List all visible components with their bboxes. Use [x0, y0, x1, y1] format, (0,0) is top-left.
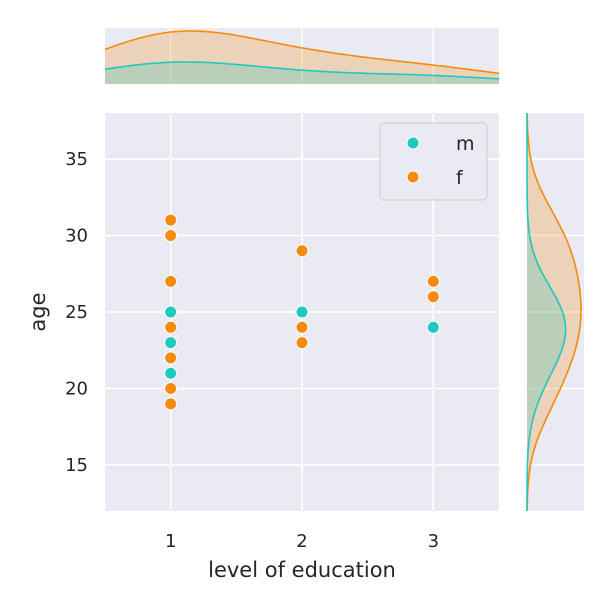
right-kde-fill-m: [527, 113, 566, 511]
marginal-top-panel: [104, 28, 500, 84]
point-m: [426, 320, 440, 334]
point-f: [426, 274, 440, 288]
point-f: [164, 382, 178, 396]
x-axis-label: level of education: [208, 558, 396, 582]
point-f: [164, 351, 178, 365]
y-tick-label: 20: [65, 379, 88, 400]
legend-marker-m: [406, 136, 420, 150]
point-f: [426, 290, 440, 304]
marginal-right-panel: [526, 113, 584, 511]
point-f: [164, 274, 178, 288]
marginal-top-gridlines: [169, 28, 435, 84]
scatter-points: [164, 213, 440, 411]
legend-label-m: m: [456, 133, 475, 155]
marginal-right-gridlines: [527, 158, 584, 466]
point-f: [295, 320, 309, 334]
top-kde-fill-f: [105, 31, 499, 84]
y-axis-label: age: [26, 292, 50, 331]
legend-label-f: f: [456, 167, 464, 189]
right-kde-line-m: [526, 113, 567, 511]
point-f: [164, 213, 178, 227]
legend: m f: [379, 122, 488, 201]
point-f: [295, 244, 309, 258]
right-kde-fill-f: [527, 113, 581, 511]
x-tick-labels: 1 2 3: [165, 531, 439, 552]
marginal-right-kde: [526, 113, 582, 511]
point-f: [295, 336, 309, 350]
point-m: [164, 305, 178, 319]
marginal-top-kde: [104, 30, 500, 84]
point-f: [164, 320, 178, 334]
top-kde-line-m: [104, 61, 500, 80]
y-tick-labels: 15 20 25 30 35: [65, 149, 88, 476]
y-tick-label: 35: [65, 149, 88, 170]
x-tick-label: 1: [165, 531, 176, 552]
point-m: [295, 305, 309, 319]
point-m: [164, 366, 178, 380]
top-kde-fill-m: [105, 62, 499, 84]
point-m: [164, 336, 178, 350]
y-tick-label: 30: [65, 225, 88, 246]
y-tick-label: 15: [65, 455, 88, 476]
x-tick-label: 3: [428, 531, 439, 552]
point-f: [164, 228, 178, 242]
point-f: [164, 397, 178, 411]
y-tick-label: 25: [65, 302, 88, 323]
top-kde-line-f: [104, 30, 500, 75]
x-tick-label: 2: [296, 531, 307, 552]
right-kde-line-f: [526, 113, 582, 511]
legend-marker-f: [406, 170, 420, 184]
